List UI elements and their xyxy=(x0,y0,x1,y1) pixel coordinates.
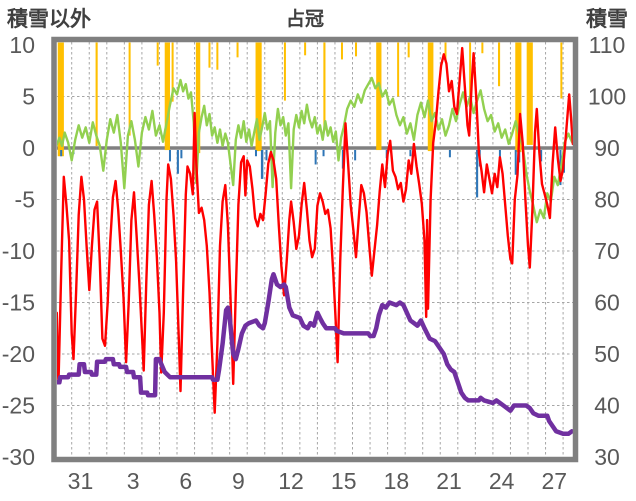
left-axis-tick: -25 xyxy=(2,393,35,419)
purple-line-series xyxy=(57,271,573,437)
orange-bar xyxy=(355,42,358,57)
orange-bar xyxy=(340,42,343,60)
orange-bar xyxy=(156,42,159,66)
orange-bar xyxy=(216,42,219,70)
x-axis-tick: 21 xyxy=(436,468,462,494)
x-axis-tick: 31 xyxy=(68,468,94,494)
orange-bar xyxy=(560,42,563,99)
right-axis-tick: 110 xyxy=(589,32,626,58)
blue-bar xyxy=(260,150,264,179)
left-axis-tick: -20 xyxy=(2,341,35,367)
orange-bar xyxy=(323,42,326,131)
blue-bar xyxy=(265,150,268,161)
orange-bar xyxy=(481,42,484,54)
left-axis-tick: 0 xyxy=(22,135,35,161)
right-axis-tick: 100 xyxy=(588,84,626,110)
right-axis-title: 積雪 xyxy=(586,8,628,31)
blue-bar xyxy=(60,150,63,157)
orange-bar xyxy=(515,42,522,153)
x-axis-tick: 3 xyxy=(127,468,140,494)
orange-bar xyxy=(469,42,472,107)
orange-bar xyxy=(171,42,174,102)
orange-bar xyxy=(427,42,434,152)
orange-bar xyxy=(304,42,307,56)
right-axis-tick: 60 xyxy=(594,290,620,316)
x-axis-tick: 27 xyxy=(542,468,568,494)
blue-bar xyxy=(514,150,517,175)
right-axis-tick: 90 xyxy=(594,135,620,161)
blue-bar xyxy=(409,150,412,157)
blue-bar xyxy=(354,150,357,161)
blue-bar xyxy=(498,150,501,159)
blue-bar xyxy=(322,150,325,157)
orange-bar xyxy=(128,42,131,136)
right-axis-tick: 40 xyxy=(594,393,620,419)
chart-title: 占冠 xyxy=(285,9,324,30)
left-axis-title: 積雪以外 xyxy=(7,8,91,31)
blue-bar xyxy=(168,150,171,162)
right-axis-tick: 50 xyxy=(594,341,620,367)
orange-bar xyxy=(255,42,262,152)
orange-bar xyxy=(208,42,211,68)
left-axis-tick: -10 xyxy=(2,238,35,264)
left-axis-tick: -15 xyxy=(2,290,35,316)
orange-bar xyxy=(195,42,201,154)
x-axis-tick: 9 xyxy=(232,468,245,494)
blue-bar xyxy=(540,150,543,162)
orange-bar xyxy=(376,42,382,151)
left-axis-tick: -5 xyxy=(15,187,35,213)
orange-bar xyxy=(236,42,239,58)
blue-bar xyxy=(176,150,179,174)
right-axis-tick: 30 xyxy=(594,444,620,470)
left-axis-tick: 5 xyxy=(22,84,35,110)
orange-bar xyxy=(526,42,533,145)
orange-bar xyxy=(444,42,447,62)
x-axis-tick: 12 xyxy=(278,468,304,494)
orange-bar xyxy=(164,42,170,151)
orange-bar xyxy=(57,42,64,157)
left-axis-tick: 10 xyxy=(9,32,35,58)
right-axis-tick: 70 xyxy=(594,238,620,264)
x-axis-tick: 24 xyxy=(489,468,515,494)
orange-bar xyxy=(397,42,400,97)
blue-bar xyxy=(254,150,257,157)
blue-bar xyxy=(180,150,183,159)
orange-bar xyxy=(497,42,501,87)
right-axis-tick: 80 xyxy=(594,187,620,213)
x-axis-tick: 15 xyxy=(331,468,357,494)
plot-frame xyxy=(51,36,579,463)
x-axis-tick: 6 xyxy=(179,468,192,494)
blue-bar xyxy=(476,150,479,198)
red-line-series xyxy=(57,46,573,414)
orange-bar xyxy=(407,42,410,58)
orange-bar xyxy=(95,42,98,146)
blue-bar xyxy=(314,150,317,165)
x-axis-tick: 18 xyxy=(384,468,410,494)
blue-bar xyxy=(448,150,451,158)
orange-bar xyxy=(283,42,286,101)
left-axis-tick: -30 xyxy=(2,444,35,470)
